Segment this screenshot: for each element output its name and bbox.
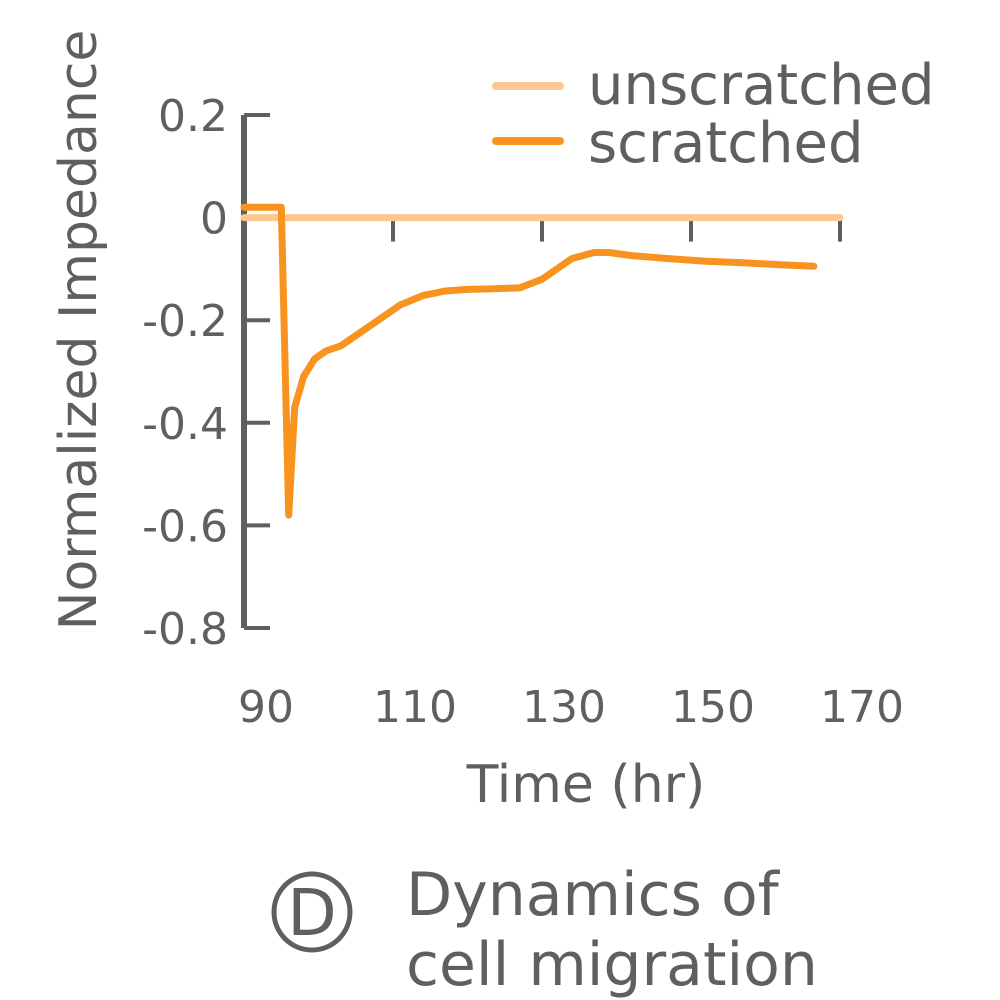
legend-label-scratched: scratched	[588, 111, 864, 176]
legend-label-unscratched: unscratched	[588, 53, 935, 118]
x-axis-title: Time (hr)	[466, 755, 706, 815]
x-tick-label: 110	[373, 682, 457, 733]
y-tick-label: 0	[200, 194, 228, 245]
y-tick-label: -0.6	[142, 501, 228, 552]
series-line-scratched	[240, 203, 818, 519]
x-ticks: 90 110 130 150 170	[238, 216, 904, 733]
caption-line-2: cell migration	[406, 930, 818, 1000]
series-layer	[240, 203, 844, 519]
x-tick-label: 150	[671, 682, 755, 733]
panel-letter-circle	[271, 871, 353, 953]
y-ticks: 0.2 0 -0.2 -0.4 -0.6 -0.8	[142, 91, 270, 655]
panel-letter: D	[287, 877, 336, 951]
y-axis-title: Normalized Impedance	[49, 30, 109, 631]
y-tick-label: -0.8	[142, 604, 228, 655]
x-tick-label: 130	[522, 682, 606, 733]
y-tick-label: -0.2	[142, 296, 228, 347]
legend: unscratched scratched	[492, 53, 935, 176]
y-tick-label: -0.4	[142, 399, 228, 450]
panel-caption: D Dynamics of cell migration	[271, 860, 818, 1000]
x-tick-label: 170	[820, 682, 904, 733]
y-tick-label: 0.2	[158, 91, 228, 142]
x-tick-label: 90	[238, 682, 294, 733]
caption-line-1: Dynamics of	[406, 860, 781, 930]
